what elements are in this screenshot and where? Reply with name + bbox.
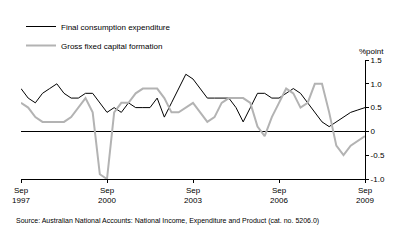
svg-text:0: 0 <box>371 127 376 136</box>
svg-text:0.5: 0.5 <box>371 103 383 112</box>
svg-text:%point: %point <box>359 47 384 56</box>
svg-text:Sep2003: Sep2003 <box>184 186 202 205</box>
svg-text:Gross fixed capital formation: Gross fixed capital formation <box>61 42 162 51</box>
svg-text:Final consumption expenditure: Final consumption expenditure <box>61 23 171 32</box>
svg-text:1.0: 1.0 <box>371 80 383 89</box>
svg-text:Sep2000: Sep2000 <box>98 186 116 205</box>
svg-text:1.5: 1.5 <box>371 56 383 65</box>
svg-text:-0.5: -0.5 <box>371 151 385 160</box>
svg-text:Source: Australian National Ac: Source: Australian National Accounts: Na… <box>16 217 319 225</box>
svg-text:Sep2009: Sep2009 <box>356 186 374 205</box>
svg-text:Sep1997: Sep1997 <box>12 186 30 205</box>
svg-text:Sep2006: Sep2006 <box>270 186 288 205</box>
svg-text:-1.0: -1.0 <box>371 175 385 184</box>
